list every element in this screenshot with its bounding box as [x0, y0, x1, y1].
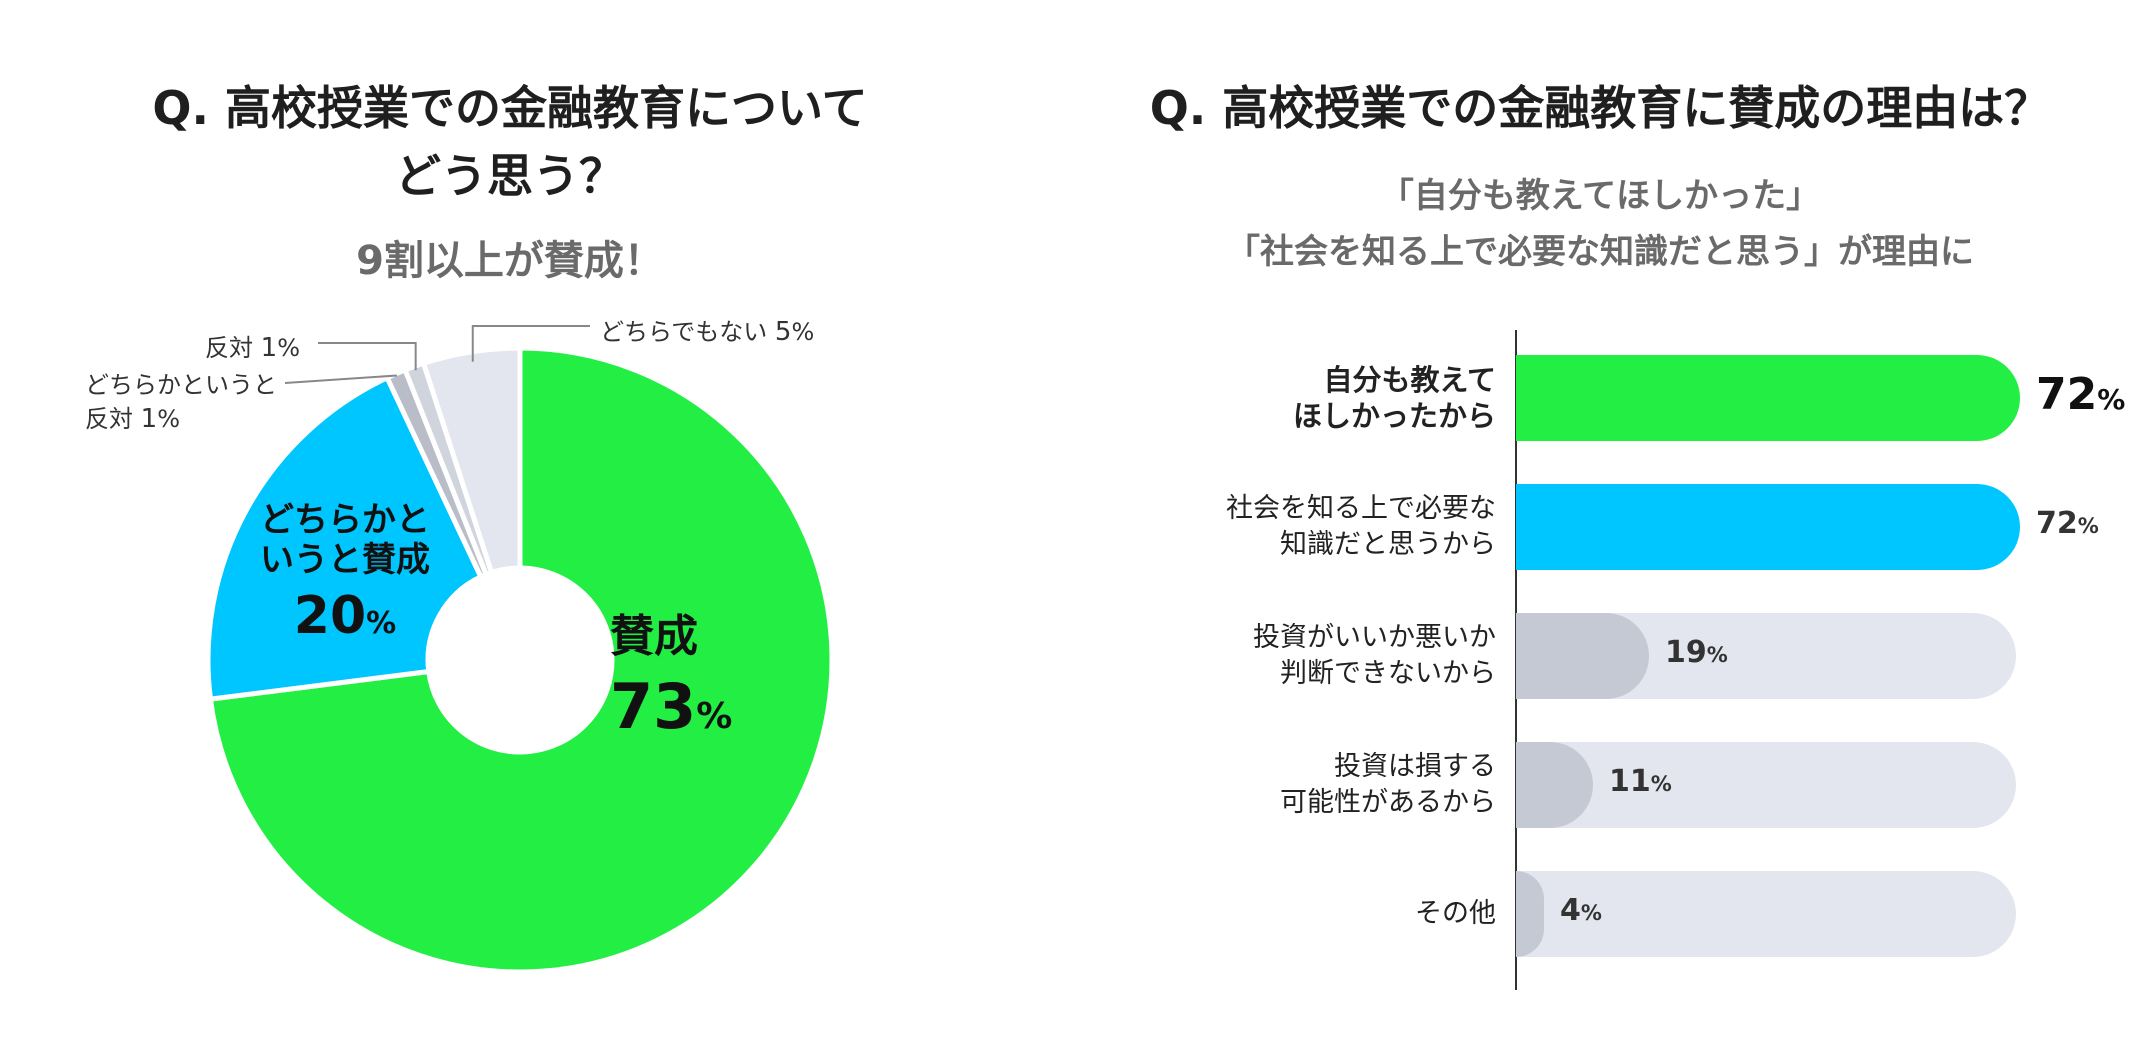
callout-oppose-unit: % — [277, 334, 300, 362]
left-title-line2: どう思う？ — [395, 149, 625, 203]
bar-social-knowledge-value: 72% — [2036, 506, 2099, 541]
callout-neither-text: どちらでもない — [600, 318, 768, 346]
callout-oppose-text: 反対 — [205, 334, 253, 362]
bar-social-knowledge-value-unit: % — [2077, 514, 2099, 538]
right-subtitle-line1: 「自分も教えてほしかった」 — [1379, 176, 1821, 216]
leader-neither — [471, 325, 590, 362]
bar-other-value-unit: % — [1580, 901, 1602, 925]
bar-own-learning-value-num: 72 — [2036, 369, 2098, 420]
right-subtitle-line2: 「社会を知る上で必要な知識だと思う」が理由に — [1226, 232, 1974, 272]
callout-somewhat-oppose-line2-wrap: 反対 1% — [85, 402, 277, 436]
bar-other-label: その他 — [1096, 896, 1496, 932]
bar-other-track — [1516, 871, 2016, 957]
donut-leaders — [284, 325, 590, 384]
bar-own-learning-value: 72% — [2036, 369, 2125, 420]
donut-chart — [205, 325, 835, 975]
bar-social-knowledge-fill — [1516, 484, 2020, 570]
bar-investment-loss-value-unit: % — [1650, 772, 1672, 796]
bar-other-fill — [1516, 871, 1544, 957]
bar-investment-loss-value: 11% — [1609, 764, 1672, 799]
slice-label-somewhat-agree-num: 20 — [293, 586, 367, 646]
bar-investment-loss-value-num: 11 — [1609, 764, 1651, 799]
slice-label-somewhat-agree-value: 20% — [240, 586, 450, 646]
bar-investment-loss-track — [1516, 742, 2016, 828]
callout-somewhat-oppose-line2: 反対 — [85, 405, 133, 433]
bar-judge-investment-label: 投資がいいか悪いか判断できないから — [1096, 620, 1496, 692]
bar-own-learning-label-line1: 自分も教えて — [1323, 363, 1496, 397]
right-title: Q. 高校授業での金融教育に賛成の理由は？ — [1149, 81, 2051, 135]
callout-neither-unit: % — [791, 318, 815, 346]
bar-judge-investment-label-line2: 判断できないから — [1280, 658, 1496, 689]
bar-other-value: 4% — [1560, 893, 1602, 928]
slice-somewhat-agree — [205, 374, 485, 702]
slice-label-somewhat-agree-unit: % — [366, 606, 397, 641]
slice-label-agree: 賛成 73% — [610, 600, 810, 743]
bar-social-knowledge-label-line2: 知識だと思うから — [1280, 529, 1496, 560]
bar-own-learning-label: 自分も教えて ほしかったから — [1096, 362, 1496, 434]
callout-neither: どちらでもない 5% — [600, 312, 814, 347]
slice-label-somewhat-agree-line2: いうと賛成 — [260, 540, 430, 580]
slice-neither — [420, 345, 523, 576]
callout-somewhat-oppose-num: 1 — [140, 404, 158, 434]
callout-neither-num: 5 — [774, 317, 792, 347]
bar-investment-loss-fill — [1516, 742, 1593, 828]
bar-investment-loss-label: 投資は損する可能性があるから — [1096, 749, 1496, 821]
bar-investment-loss-label-line2: 可能性があるから — [1280, 787, 1496, 818]
bar-other-value-num: 4 — [1560, 893, 1581, 928]
left-title-line1: Q. 高校授業での金融教育について — [152, 81, 868, 135]
bar-own-learning-label-line2: ほしかったから — [1292, 399, 1496, 433]
callout-somewhat-oppose: どちらかというと 反対 1% — [85, 368, 277, 436]
slice-label-agree-value: 73% — [610, 670, 810, 743]
slice-label-somewhat-agree-line1: どちらかと — [260, 500, 430, 540]
callout-oppose: 反対 1% — [205, 328, 300, 363]
bar-own-learning-value-unit: % — [2097, 383, 2126, 416]
slice-label-somewhat-agree: どちらかと いうと賛成 20% — [240, 500, 450, 646]
left-subtitle: 9割以上が賛成！ — [356, 238, 664, 284]
bar-social-knowledge-label-line1: 社会を知る上で必要な — [1226, 493, 1496, 524]
bar-other-label-line1: その他 — [1415, 898, 1496, 929]
bar-investment-loss-label-line1: 投資は損する — [1334, 751, 1496, 782]
bar-judge-investment-value-unit: % — [1706, 643, 1728, 667]
slice-label-agree-name: 賛成 — [610, 611, 698, 662]
bar-own-learning-fill — [1516, 355, 2020, 441]
slice-label-agree-num: 73 — [610, 670, 697, 743]
callout-somewhat-oppose-unit: % — [157, 405, 180, 433]
bar-social-knowledge-label: 社会を知る上で必要な知識だと思うから — [1096, 491, 1496, 563]
leader-oppose — [318, 342, 417, 371]
donut-slices — [205, 345, 835, 975]
slice-label-agree-unit: % — [696, 696, 733, 737]
bar-judge-investment-fill — [1516, 613, 1649, 699]
bar-social-knowledge-value-num: 72 — [2036, 506, 2078, 541]
bar-judge-investment-label-line1: 投資がいいか悪いか — [1253, 622, 1496, 653]
callout-oppose-num: 1 — [260, 333, 278, 363]
leader-somewhat-oppose — [284, 374, 397, 384]
callout-somewhat-oppose-line1: どちらかというと — [85, 371, 277, 399]
slice-agree — [207, 345, 835, 975]
bar-judge-investment-value: 19% — [1665, 635, 1728, 670]
bar-judge-investment-value-num: 19 — [1665, 635, 1707, 670]
